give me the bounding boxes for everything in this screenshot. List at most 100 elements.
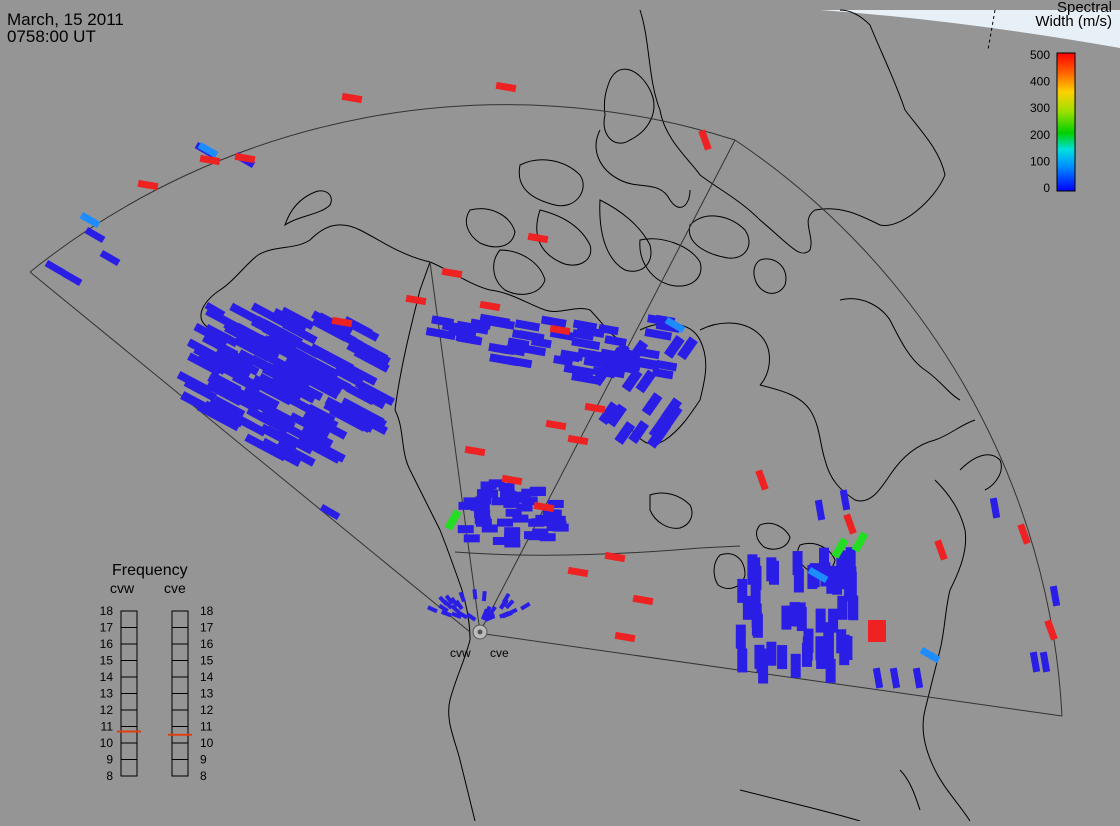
radar-cell: [323, 400, 356, 424]
radar-cell: [289, 412, 331, 440]
radar-cell: [253, 399, 296, 427]
radar-cell: [521, 488, 538, 497]
radar-cell: [677, 336, 698, 361]
radar-cell: [837, 595, 848, 620]
radar-cell: [298, 351, 341, 379]
radar-cell: [297, 435, 342, 464]
radar-cell: [505, 508, 522, 517]
radar-cell: [224, 389, 261, 414]
header-date: March, 15 2011: [7, 10, 124, 29]
radar-cell: [457, 525, 474, 534]
radar-cell: [246, 406, 289, 434]
radar-cell: [553, 354, 574, 367]
radar-cell: [614, 421, 636, 445]
radar-cell: [737, 578, 748, 603]
radar-cell: [355, 387, 387, 410]
freq-scale-left: 16: [100, 637, 114, 651]
radar-cell: [516, 503, 533, 512]
radar-cell: [204, 301, 226, 319]
freq-scale-right: 9: [200, 753, 207, 767]
radar-cell: [458, 501, 475, 510]
radar-cell: [457, 610, 469, 620]
radar-cell: [356, 341, 391, 366]
radar-cell: [664, 316, 686, 334]
radar-cell: [275, 440, 316, 467]
radar-cell: [848, 596, 859, 621]
radar-cell: [488, 479, 505, 488]
radar-cell: [302, 373, 333, 395]
radar-cell: [641, 392, 663, 417]
radar-cell: [766, 557, 777, 582]
radar-cell: [836, 629, 847, 654]
radar-cell: [492, 536, 509, 545]
radar-cell: [545, 509, 562, 518]
radar-cell: [438, 603, 449, 613]
radar-cell: [606, 403, 628, 428]
radar-cell: [529, 486, 546, 495]
radar-cell: [563, 363, 594, 377]
radar-cell: [819, 547, 830, 572]
radar-cell: [552, 523, 569, 532]
freq-scale-left: 14: [100, 670, 114, 684]
radar-cell: [487, 605, 497, 617]
radar-cell: [499, 597, 509, 609]
radar-cell: [504, 599, 515, 610]
radar-cell: [518, 330, 545, 343]
radar-cell: [250, 354, 293, 383]
radar-cell: [737, 648, 748, 673]
radar-cell: [934, 539, 948, 561]
freq-scale-right: 18: [200, 604, 214, 618]
radar-cell: [137, 179, 159, 191]
header-time: 0758:00 UT: [7, 27, 96, 46]
radar-cell: [1017, 523, 1031, 545]
radar-cell: [444, 594, 454, 605]
radar-cell: [989, 497, 1001, 519]
radar-cell: [598, 401, 620, 426]
radar-cell: [444, 509, 462, 531]
freq-scale-right: 10: [200, 736, 214, 750]
radar-cell: [212, 395, 246, 419]
radar-cell: [331, 316, 353, 328]
radar-cell: [441, 267, 463, 279]
frequency-title: Frequency: [112, 562, 188, 579]
radar-cell: [651, 367, 674, 380]
radar-cell: [843, 513, 857, 535]
radar-cell: [832, 570, 843, 595]
radar-cell: [274, 388, 311, 413]
radar-cell: [781, 605, 792, 630]
freq-scale-right: 11: [200, 720, 213, 734]
radar-cell: [655, 320, 681, 333]
radar-cell: [584, 402, 606, 414]
radar-cell: [284, 356, 328, 385]
radar-cell: [571, 337, 601, 351]
radar-cell: [498, 483, 515, 492]
colorbar-tick-label: 300: [1030, 101, 1050, 115]
radar-cell: [521, 497, 538, 506]
terminator-line: [987, 9, 996, 51]
radar-cell: [450, 604, 461, 614]
radar-cell: [577, 348, 606, 361]
freq-scale-right: 12: [200, 703, 214, 717]
radar-cell: [486, 317, 516, 330]
radar-cell: [802, 636, 813, 661]
radar-cell: [449, 596, 460, 608]
radar-cell: [319, 503, 341, 521]
colorbar-tick-label: 200: [1030, 128, 1050, 142]
radar-cell: [502, 495, 519, 504]
radar-cell: [427, 605, 438, 614]
radar-cell: [663, 334, 685, 359]
radar-cell: [99, 249, 121, 267]
radar-cell: [644, 328, 673, 341]
radar-cell: [1039, 651, 1051, 673]
freq-label-cve: cve: [164, 580, 186, 596]
freq-scale-right: 8: [200, 769, 207, 783]
radar-cell: [814, 499, 826, 521]
radar-cell: [790, 653, 801, 678]
radar-cell: [311, 317, 348, 342]
daylight-region: [820, 10, 1120, 48]
radar-cell: [661, 397, 683, 422]
radar-cell: [79, 211, 101, 229]
radar-cell: [567, 434, 589, 446]
radar-cell: [828, 608, 839, 633]
